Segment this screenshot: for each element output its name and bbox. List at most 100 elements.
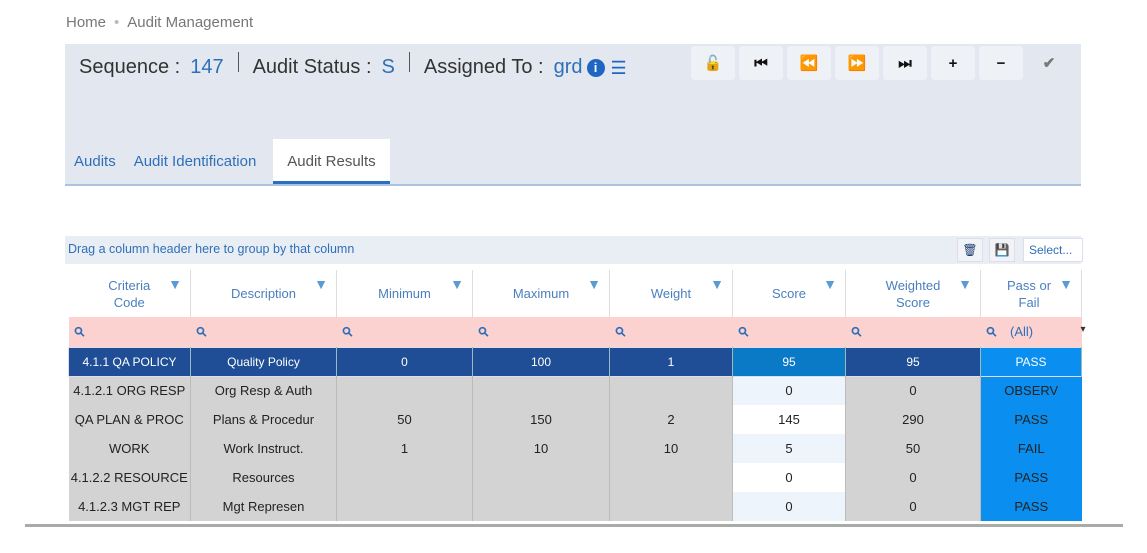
filter-cell[interactable]: ⚲ — [190, 317, 337, 347]
cell-maximum — [472, 492, 610, 521]
chevron-down-icon[interactable]: ▾ — [1080, 323, 1086, 335]
column-header[interactable]: Score ▼ — [732, 270, 846, 317]
column-header[interactable]: Minimum ▼ — [336, 270, 473, 317]
cell-weight: 1 — [609, 347, 733, 376]
filter-icon[interactable]: ▼ — [450, 276, 464, 292]
filter-icon[interactable]: ▼ — [710, 276, 724, 292]
cell-minimum: 1 — [336, 434, 473, 463]
audit-results-grid: Criteria Code ▼ Description ▼ Minimum ▼ Maximu… — [68, 270, 1086, 521]
column-header[interactable]: Maximum ▼ — [472, 270, 610, 317]
unlock-button[interactable]: 🔓 — [691, 46, 735, 80]
column-header[interactable]: Weight ▼ — [609, 270, 733, 317]
tab-audit-results[interactable]: Audit Results — [273, 139, 390, 184]
cell-weighted-score: 290 — [845, 405, 981, 434]
cell-description: Quality Policy — [190, 347, 337, 376]
column-header[interactable]: Criteria Code ▼ — [68, 270, 191, 317]
cell-criteria-code: QA PLAN & PROC — [68, 405, 191, 434]
first-icon: ⏮ — [754, 54, 768, 72]
cell-pass-or-fail: PASS — [980, 405, 1082, 434]
tab-bar: Audits Audit Identification Audit Results — [65, 139, 390, 184]
cell-minimum: 50 — [336, 405, 473, 434]
filter-icon[interactable]: ▼ — [823, 276, 837, 292]
filter-cell[interactable]: ⚲ — [336, 317, 473, 347]
cell-criteria-code: 4.1.1 QA POLICY — [68, 347, 191, 376]
prev-button[interactable]: ⏪ — [787, 46, 831, 80]
minus-button[interactable]: − — [979, 46, 1023, 80]
assigned-value[interactable]: grd — [553, 56, 583, 78]
filter-cell[interactable]: ⚲ (All) ▾ — [980, 317, 1086, 347]
search-icon: ⚲ — [847, 322, 865, 341]
filter-cell[interactable]: ⚲ — [609, 317, 733, 347]
filter-icon[interactable]: ▼ — [314, 276, 328, 292]
filter-cell[interactable]: ⚲ — [472, 317, 610, 347]
cell-pass-or-fail: FAIL — [980, 434, 1082, 463]
cell-maximum — [472, 376, 610, 405]
search-icon: ⚲ — [734, 322, 752, 341]
breadcrumb-home[interactable]: Home — [66, 14, 107, 31]
column-header[interactable]: Description ▼ — [190, 270, 337, 317]
filter-icon[interactable]: ▼ — [587, 276, 601, 292]
tab-audit-identification[interactable]: Audit Identification — [133, 153, 257, 170]
table-row[interactable]: QA PLAN & PROC Plans & Procedur 50 150 2 145 2… — [68, 405, 1082, 434]
table-row[interactable]: 4.1.2.2 RESOURCE Resources 0 0 PASS — [68, 463, 1082, 492]
cell-weighted-score: 50 — [845, 434, 981, 463]
column-header[interactable]: Weighted Score ▼ — [845, 270, 981, 317]
column-header[interactable]: Pass or Fail ▼ — [980, 270, 1082, 317]
breadcrumb: Home • Audit Management — [66, 14, 253, 31]
search-icon: ⚲ — [192, 322, 210, 341]
cell-weight: 2 — [609, 405, 733, 434]
filter-cell[interactable]: ⚲ — [845, 317, 981, 347]
toolbar: 🔓 ⏮ ⏪ ⏩ ⏭ + − ✔ — [691, 46, 1071, 80]
cell-maximum: 150 — [472, 405, 610, 434]
filter-cell[interactable]: ⚲ — [68, 317, 191, 347]
cell-score: 0 — [732, 463, 846, 492]
cell-weight: 10 — [609, 434, 733, 463]
cell-criteria-code: 4.1.2.3 MGT REP — [68, 492, 191, 521]
minus-icon: − — [996, 54, 1006, 72]
cell-minimum — [336, 463, 473, 492]
cell-weighted-score: 0 — [845, 376, 981, 405]
cell-pass-or-fail: PASS — [980, 463, 1082, 492]
layout-select[interactable]: Select... — [1023, 238, 1083, 262]
cell-minimum — [336, 376, 473, 405]
filter-icon[interactable]: ▼ — [1059, 276, 1073, 292]
first-button[interactable]: ⏮ — [739, 46, 783, 80]
divider — [408, 51, 410, 72]
next-button[interactable]: ⏩ — [835, 46, 879, 80]
info-icon[interactable]: i — [586, 58, 605, 77]
check-button[interactable]: ✔ — [1027, 46, 1071, 80]
cell-weight — [609, 463, 733, 492]
sequence-value: 147 — [190, 56, 224, 78]
record-header: Sequence : 147 Audit Status : S Assigned T… — [65, 44, 1081, 186]
filter-row: ⚲ ⚲ ⚲ ⚲ ⚲ ⚲ ⚲ ⚲ (All) ▾ — [68, 317, 1086, 347]
prev-icon: ⏪ — [799, 55, 819, 72]
cell-minimum — [336, 492, 473, 521]
filter-icon[interactable]: ▼ — [168, 276, 182, 292]
check-icon: ✔ — [1042, 55, 1056, 72]
plus-icon: + — [948, 54, 958, 72]
cell-score: 95 — [732, 347, 846, 376]
trash-icon[interactable]: 🗑 — [957, 238, 983, 262]
plus-button[interactable]: + — [931, 46, 975, 80]
table-row[interactable]: 4.1.1 QA POLICY Quality Policy 0 100 1 95 95 PA… — [68, 347, 1082, 376]
unlock-icon: 🔓 — [703, 55, 723, 72]
cell-criteria-code: 4.1.2.2 RESOURCE — [68, 463, 191, 492]
last-button[interactable]: ⏭ — [883, 46, 927, 80]
cell-weight — [609, 492, 733, 521]
search-icon: ⚲ — [338, 322, 356, 341]
cell-weighted-score: 0 — [845, 492, 981, 521]
filter-cell[interactable]: ⚲ — [732, 317, 846, 347]
table-row[interactable]: 4.1.2.1 ORG RESP Org Resp & Auth 0 0 OBSERV — [68, 376, 1082, 405]
table-row[interactable]: 4.1.2.3 MGT REP Mgt Represen 0 0 PASS — [68, 492, 1082, 521]
cell-description: Mgt Represen — [190, 492, 337, 521]
list-icon[interactable]: ☰ — [610, 57, 627, 78]
cell-description: Plans & Procedur — [190, 405, 337, 434]
filter-icon[interactable]: ▼ — [958, 276, 972, 292]
pass-filter-value[interactable]: (All) — [1010, 323, 1034, 339]
save-icon[interactable]: 💾 — [989, 238, 1015, 262]
cell-weighted-score: 0 — [845, 463, 981, 492]
bottom-divider — [25, 524, 1123, 527]
assigned-label: Assigned To : — [423, 56, 544, 78]
tab-audits[interactable]: Audits — [74, 153, 116, 170]
table-row[interactable]: WORK Work Instruct. 1 10 10 5 50 FAIL — [68, 434, 1082, 463]
